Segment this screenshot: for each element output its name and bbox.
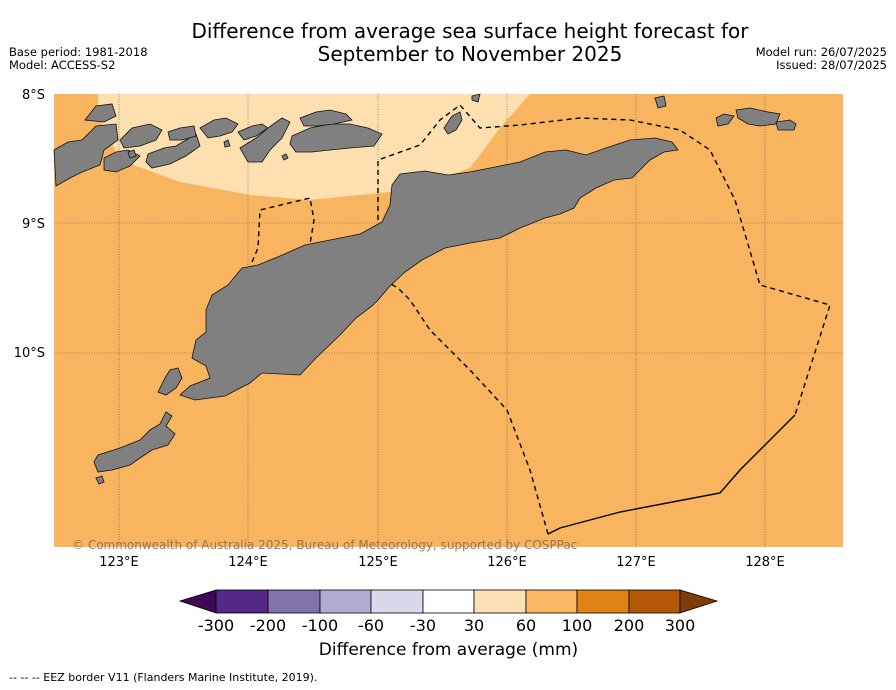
colorbar-segment-3 (319, 589, 372, 614)
solor-island (145, 133, 201, 169)
colorbar-tick: 60 (516, 616, 536, 635)
flores-island (53, 123, 119, 187)
meta-left: Base period: 1981-2018 Model: ACCESS-S2 (9, 46, 148, 72)
title-line-1: Difference from average sea surface heig… (191, 19, 749, 43)
colorbar-tick: 200 (614, 616, 645, 635)
issued-date: Issued: 28/07/2025 (776, 58, 887, 72)
latitude-labels: 8°S 9°S 10°S (14, 88, 45, 361)
colorbar-tick: -60 (358, 616, 384, 635)
colorbar (178, 589, 719, 614)
colorbar-tick: 300 (665, 616, 696, 635)
meta-right: Model run: 26/07/2025 Issued: 28/07/2025 (756, 46, 887, 72)
colorbar-segment-8 (576, 589, 630, 614)
colorbar-tick: -200 (250, 616, 286, 635)
colorbar-segment-5 (422, 589, 475, 614)
lon-label-126e: 126°E (487, 555, 527, 570)
colorbar-tick: 100 (562, 616, 593, 635)
lat-label-8s: 8°S (22, 88, 45, 103)
colorbar-segment-2 (267, 589, 321, 614)
title-line-2: September to November 2025 (317, 42, 623, 66)
model-run: Model run: 26/07/2025 (755, 45, 887, 59)
colorbar-tick: -30 (410, 616, 436, 635)
colorbar-tick: -100 (302, 616, 338, 635)
semau-island (157, 367, 183, 396)
lat-label-10s: 10°S (14, 346, 45, 361)
colorbar-min-arrow (178, 589, 217, 614)
colorbar-max-arrow (679, 589, 719, 614)
lomblen-island (119, 123, 163, 149)
colorbar-segment-7 (525, 589, 578, 614)
colorbar-segment-9 (628, 589, 681, 614)
base-period: Base period: 1981-2018 (9, 45, 148, 59)
timor-island (179, 137, 679, 401)
colorbar-tick: 30 (464, 616, 484, 635)
wetar-island (239, 117, 291, 163)
lon-label-123e: 123°E (99, 555, 139, 570)
colorbar-segment-4 (370, 589, 424, 614)
land-masses (53, 93, 797, 485)
copyright-notice: © Commonwealth of Australia 2025, Bureau… (72, 538, 577, 552)
leti-island (654, 95, 667, 109)
lat-label-9s: 9°S (22, 217, 45, 232)
longitude-labels: 123°E 124°E 125°E 126°E 127°E 128°E (99, 555, 785, 570)
liran-island (299, 109, 353, 127)
eez-legend-note: -- -- -- EEZ border V11 (Flanders Marine… (9, 671, 318, 684)
colorbar-label: Difference from average (mm) (318, 640, 579, 660)
colorbar-ticks: -300 -200 -100 -60 -30 30 60 100 200 300 (198, 616, 695, 635)
alor-island-west (167, 125, 197, 141)
lon-label-128e: 128°E (745, 555, 785, 570)
alor-island (199, 117, 239, 139)
sermata-island (775, 119, 797, 131)
model-name: Model: ACCESS-S2 (9, 58, 116, 72)
kisar-island (443, 111, 463, 135)
pantar-island (84, 103, 117, 123)
colorbar-segment-6 (473, 589, 527, 614)
lakor-island (735, 107, 781, 127)
rote-island (93, 411, 176, 473)
moa-island (715, 113, 735, 127)
lon-label-124e: 124°E (228, 555, 268, 570)
map-title: Difference from average sea surface heig… (150, 20, 790, 66)
eez-border (251, 104, 831, 535)
colorbar-segment-1 (215, 589, 269, 614)
colorbar-tick: -300 (198, 616, 234, 635)
lon-label-127e: 127°E (616, 555, 656, 570)
lon-label-125e: 125°E (358, 555, 398, 570)
